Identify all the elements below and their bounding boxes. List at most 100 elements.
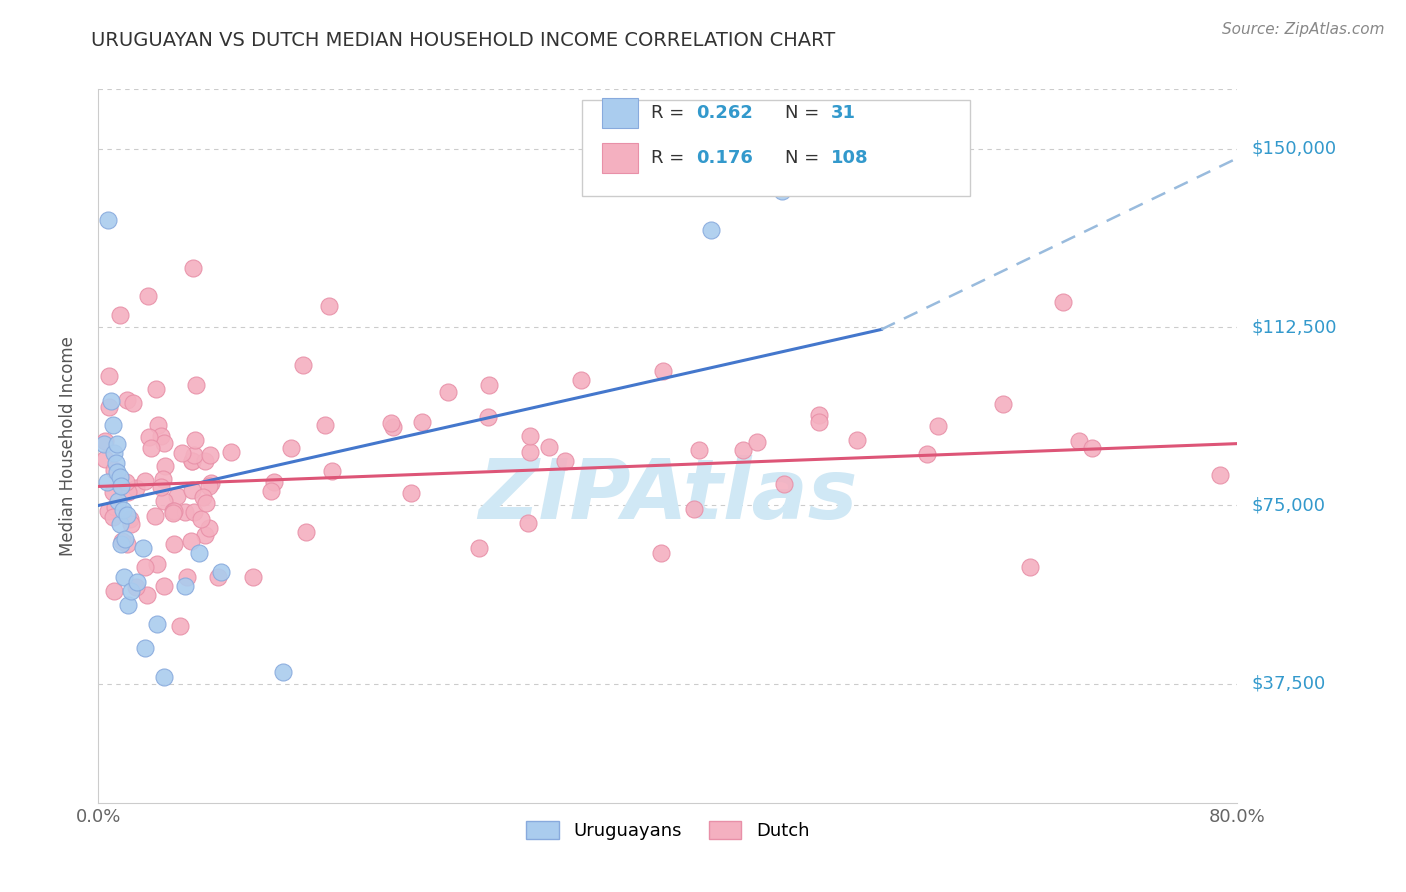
Text: $75,000: $75,000 bbox=[1251, 497, 1326, 515]
Point bbox=[190, 512, 212, 526]
Point bbox=[174, 505, 197, 519]
Point bbox=[186, 377, 208, 392]
Point bbox=[380, 416, 402, 430]
Point bbox=[519, 445, 541, 459]
Point bbox=[207, 570, 229, 584]
Point bbox=[181, 454, 204, 468]
Point bbox=[209, 565, 232, 579]
Point bbox=[845, 434, 868, 448]
Point bbox=[194, 454, 217, 468]
Point bbox=[991, 396, 1014, 410]
Point bbox=[318, 299, 340, 313]
Point bbox=[153, 436, 176, 450]
Point bbox=[688, 442, 710, 457]
Point bbox=[650, 546, 672, 560]
Point bbox=[731, 442, 754, 457]
Point bbox=[139, 441, 162, 455]
Point bbox=[163, 536, 186, 550]
Point bbox=[1080, 441, 1102, 455]
Point bbox=[295, 524, 318, 539]
Point bbox=[183, 433, 205, 447]
Point bbox=[153, 670, 176, 684]
Point bbox=[112, 570, 135, 584]
Point bbox=[110, 479, 132, 493]
Point bbox=[569, 373, 592, 387]
Text: ZIPAtlas: ZIPAtlas bbox=[478, 456, 858, 536]
Point bbox=[194, 528, 217, 542]
Point bbox=[381, 420, 404, 434]
Point bbox=[770, 185, 793, 199]
Point bbox=[807, 415, 830, 429]
Point bbox=[747, 435, 769, 450]
Text: $37,500: $37,500 bbox=[1251, 675, 1326, 693]
Point bbox=[263, 475, 285, 489]
Point bbox=[807, 408, 830, 422]
Point bbox=[468, 541, 491, 555]
Point bbox=[155, 459, 177, 474]
Point bbox=[149, 480, 172, 494]
Point bbox=[162, 504, 184, 518]
Point bbox=[125, 574, 148, 589]
FancyBboxPatch shape bbox=[582, 100, 970, 196]
Point bbox=[152, 579, 174, 593]
Point bbox=[291, 358, 314, 372]
Point bbox=[321, 464, 343, 478]
Point bbox=[114, 532, 136, 546]
Point bbox=[1052, 294, 1074, 309]
FancyBboxPatch shape bbox=[602, 143, 638, 173]
Point bbox=[96, 475, 118, 489]
Point bbox=[477, 409, 499, 424]
Point bbox=[120, 584, 142, 599]
Point bbox=[1067, 434, 1090, 448]
Point bbox=[183, 448, 205, 462]
Point bbox=[682, 501, 704, 516]
Point bbox=[183, 505, 205, 519]
Point bbox=[121, 395, 143, 409]
Point bbox=[198, 521, 221, 535]
Point bbox=[115, 508, 138, 522]
Point bbox=[517, 516, 540, 530]
Point bbox=[180, 483, 202, 497]
Legend: Uruguayans, Dutch: Uruguayans, Dutch bbox=[519, 814, 817, 847]
Point bbox=[188, 546, 211, 560]
Point bbox=[1209, 467, 1232, 482]
Text: R =: R = bbox=[651, 104, 690, 122]
Point bbox=[1018, 560, 1040, 574]
Point bbox=[181, 453, 204, 467]
Point bbox=[115, 475, 138, 489]
Point bbox=[152, 473, 174, 487]
Point bbox=[915, 447, 938, 461]
Point bbox=[93, 436, 115, 450]
Point bbox=[134, 474, 156, 488]
Point bbox=[153, 494, 176, 508]
Point bbox=[110, 536, 132, 550]
Point bbox=[111, 533, 134, 548]
Point bbox=[242, 570, 264, 584]
Point bbox=[162, 507, 184, 521]
Text: N =: N = bbox=[785, 104, 825, 122]
Y-axis label: Median Household Income: Median Household Income bbox=[59, 336, 77, 556]
Point bbox=[166, 489, 188, 503]
Point bbox=[314, 418, 336, 433]
Point bbox=[125, 581, 148, 595]
Point bbox=[120, 517, 142, 532]
Point bbox=[174, 579, 197, 593]
Point bbox=[194, 496, 217, 510]
Point bbox=[134, 641, 156, 656]
Point bbox=[146, 418, 169, 433]
Point bbox=[97, 213, 120, 227]
Point bbox=[554, 454, 576, 468]
Point bbox=[111, 503, 134, 517]
Point bbox=[101, 485, 124, 500]
Point bbox=[115, 392, 138, 407]
Point bbox=[117, 599, 139, 613]
Point bbox=[104, 500, 127, 514]
Text: $112,500: $112,500 bbox=[1251, 318, 1337, 336]
Point bbox=[260, 484, 283, 499]
Point bbox=[176, 570, 198, 584]
Point bbox=[103, 446, 125, 460]
Point bbox=[134, 559, 156, 574]
Point bbox=[104, 456, 127, 470]
Point bbox=[108, 517, 131, 532]
Point bbox=[118, 512, 141, 526]
